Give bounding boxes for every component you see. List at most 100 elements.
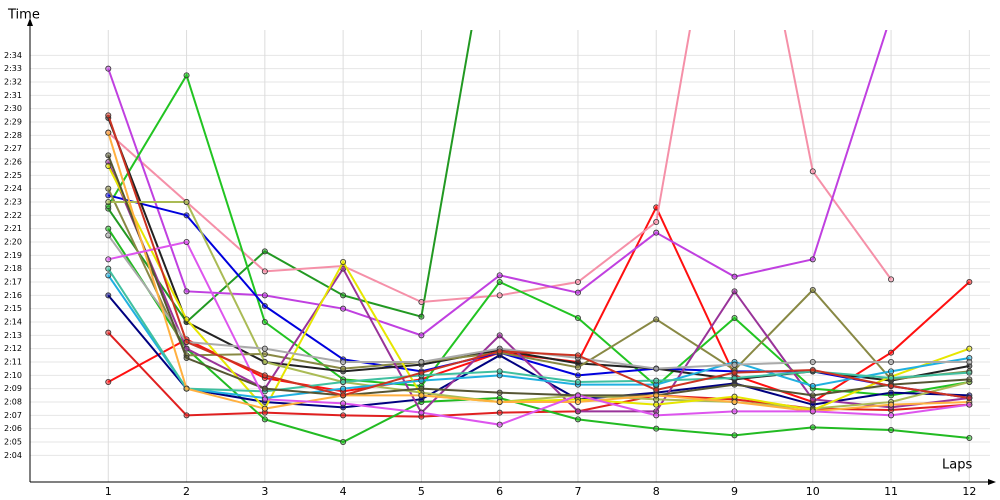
data-point xyxy=(809,408,816,415)
data-point xyxy=(105,378,112,385)
x-tick-label: 11 xyxy=(884,485,898,498)
data-point xyxy=(731,314,738,321)
series-line xyxy=(107,331,970,418)
data-point xyxy=(496,398,503,405)
data-point xyxy=(809,358,816,365)
data-point xyxy=(496,278,503,285)
data-point xyxy=(574,416,581,423)
y-tick-label: 2:30 xyxy=(4,104,22,113)
data-point xyxy=(261,385,268,392)
y-tick-label: 2:29 xyxy=(4,118,22,127)
data-point xyxy=(574,314,581,321)
data-point xyxy=(418,377,425,384)
y-tick-label: 2:09 xyxy=(4,384,22,393)
y-tick-label: 2:08 xyxy=(4,398,22,407)
data-point xyxy=(105,112,112,119)
data-point xyxy=(261,350,268,357)
x-tick-label: 8 xyxy=(653,485,660,498)
data-point xyxy=(183,198,190,205)
series-line xyxy=(107,72,970,397)
x-tick-label: 9 xyxy=(731,485,738,498)
data-point xyxy=(731,393,738,400)
data-point xyxy=(105,329,112,336)
data-point xyxy=(340,412,347,419)
x-tick-label: 12 xyxy=(962,485,976,498)
data-point xyxy=(888,276,895,283)
data-point xyxy=(731,361,738,368)
data-point xyxy=(731,381,738,388)
data-point xyxy=(418,298,425,305)
y-tick-label: 2:07 xyxy=(4,411,22,420)
data-point xyxy=(261,372,268,379)
data-point xyxy=(183,338,190,345)
y-tick-label: 2:26 xyxy=(4,158,22,167)
data-point xyxy=(731,273,738,280)
data-point xyxy=(261,345,268,352)
data-point xyxy=(653,392,660,399)
y-tick-label: 2:33 xyxy=(4,64,22,73)
data-point xyxy=(653,218,660,225)
data-point xyxy=(653,365,660,372)
data-point xyxy=(340,365,347,372)
data-point xyxy=(809,366,816,373)
y-axis-label: Time xyxy=(7,8,40,23)
data-point xyxy=(496,409,503,416)
data-point xyxy=(183,385,190,392)
data-point xyxy=(574,278,581,285)
data-point xyxy=(966,278,973,285)
data-point xyxy=(496,292,503,299)
data-point xyxy=(418,392,425,399)
y-tick-label: 2:32 xyxy=(4,78,22,87)
series-line xyxy=(107,228,970,444)
x-tick-label: 1 xyxy=(105,485,112,498)
data-point xyxy=(574,372,581,379)
data-point xyxy=(888,358,895,365)
y-tick-label: 2:16 xyxy=(4,291,22,300)
data-point xyxy=(966,376,973,383)
data-point xyxy=(183,72,190,79)
data-point xyxy=(183,412,190,419)
data-point xyxy=(105,162,112,169)
data-point xyxy=(418,385,425,392)
data-point xyxy=(340,385,347,392)
data-point xyxy=(653,401,660,408)
y-tick-label: 2:20 xyxy=(4,238,22,247)
data-point xyxy=(653,316,660,323)
data-point xyxy=(888,426,895,433)
data-point xyxy=(105,292,112,299)
data-point xyxy=(653,412,660,419)
y-tick-label: 2:27 xyxy=(4,144,22,153)
data-point xyxy=(183,288,190,295)
x-tick-label: 10 xyxy=(806,485,820,498)
series-line xyxy=(107,165,970,412)
data-point xyxy=(418,369,425,376)
data-point xyxy=(888,349,895,356)
x-tick-label: 4 xyxy=(340,485,347,498)
data-point xyxy=(966,434,973,441)
data-point xyxy=(418,409,425,416)
data-point xyxy=(340,400,347,407)
data-point xyxy=(888,368,895,375)
data-point xyxy=(888,382,895,389)
data-point xyxy=(496,332,503,339)
data-point xyxy=(731,374,738,381)
series-line xyxy=(108,201,970,410)
data-point xyxy=(261,292,268,299)
series-line xyxy=(108,240,970,426)
y-tick-label: 2:19 xyxy=(4,251,22,260)
data-point xyxy=(574,378,581,385)
data-point xyxy=(105,185,112,192)
data-point xyxy=(105,272,112,279)
data-point xyxy=(261,248,268,255)
data-point xyxy=(340,258,347,265)
data-point xyxy=(653,386,660,393)
data-point xyxy=(966,358,973,365)
data-point xyxy=(340,305,347,312)
series-line xyxy=(107,161,970,415)
data-point xyxy=(731,288,738,295)
data-point xyxy=(809,286,816,293)
x-tick-label: 6 xyxy=(496,485,503,498)
data-point xyxy=(340,438,347,445)
data-point xyxy=(888,374,895,381)
y-tick-label: 2:34 xyxy=(4,51,22,60)
